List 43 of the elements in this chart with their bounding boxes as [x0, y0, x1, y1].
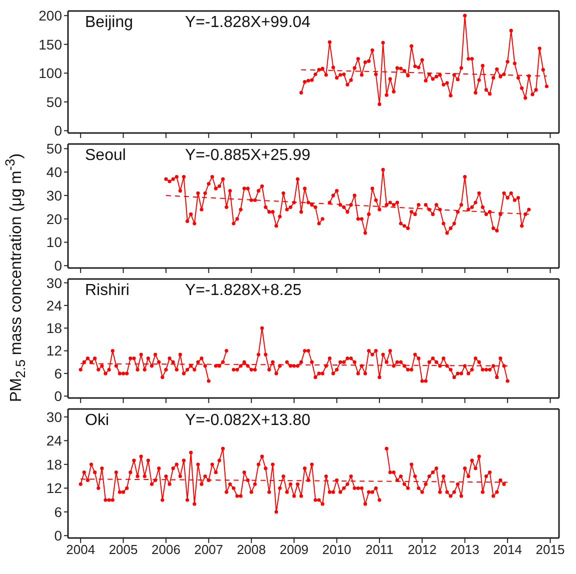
x-tick-label: 2005 [108, 542, 138, 558]
y-tick-label: 12 [46, 480, 62, 496]
y-tick-label: 50 [46, 94, 62, 110]
annotation: Beijing [85, 14, 134, 32]
y-tick-label: 50 [46, 140, 62, 157]
y-tick-label: 18 [46, 320, 62, 336]
annotation: Y=-1.828X+99.04 [185, 14, 310, 32]
y-tick-label: 150 [38, 36, 62, 52]
x-tick-label: 2015 [536, 542, 565, 558]
annotation: Oki [85, 412, 109, 430]
y-tick-label: 20 [46, 210, 62, 227]
y-tick-label: 30 [46, 187, 62, 204]
y-tick-label: 6 [54, 365, 62, 382]
annotation: Y=-0.885X+25.99 [185, 147, 310, 165]
y-tick-label: 0 [54, 258, 62, 274]
x-tick-label: 2006 [152, 542, 180, 558]
y-tick-label: 10 [46, 234, 62, 250]
x-tick-label: 2010 [322, 542, 352, 558]
y-tick-label: 0 [54, 528, 62, 544]
x-tick-label: 2007 [194, 542, 224, 558]
y-tick-label: 24 [46, 297, 62, 314]
y-tick-label: 24 [46, 432, 62, 449]
x-tick-label: 2009 [280, 542, 309, 558]
x-tick-label: 2011 [365, 542, 394, 558]
annotation: Y=-0.082X+13.80 [185, 412, 310, 430]
y-tick-label: 30 [46, 274, 62, 291]
annotation: Rishiri [85, 282, 130, 300]
x-tick-label: 2008 [236, 542, 266, 558]
y-tick-label: 200 [38, 8, 62, 24]
y-tick-label: 6 [54, 504, 62, 520]
y-tick-label: 100 [38, 65, 62, 82]
annotation: Y=-1.828X+8.25 [185, 282, 302, 300]
x-tick-label: 2014 [493, 542, 522, 558]
y-tick-label: 40 [46, 164, 62, 180]
y-tick-label: 0 [54, 388, 62, 404]
y-tick-label: 0 [54, 122, 62, 139]
annotation: Seoul [85, 147, 126, 165]
y-tick-label: 30 [46, 408, 62, 425]
x-tick-label: 2012 [408, 542, 437, 558]
y-tick-label: 12 [46, 342, 62, 359]
x-tick-label: 2013 [450, 542, 480, 558]
x-tick-label: 2004 [66, 542, 96, 558]
y-tick-label: 18 [46, 456, 62, 472]
